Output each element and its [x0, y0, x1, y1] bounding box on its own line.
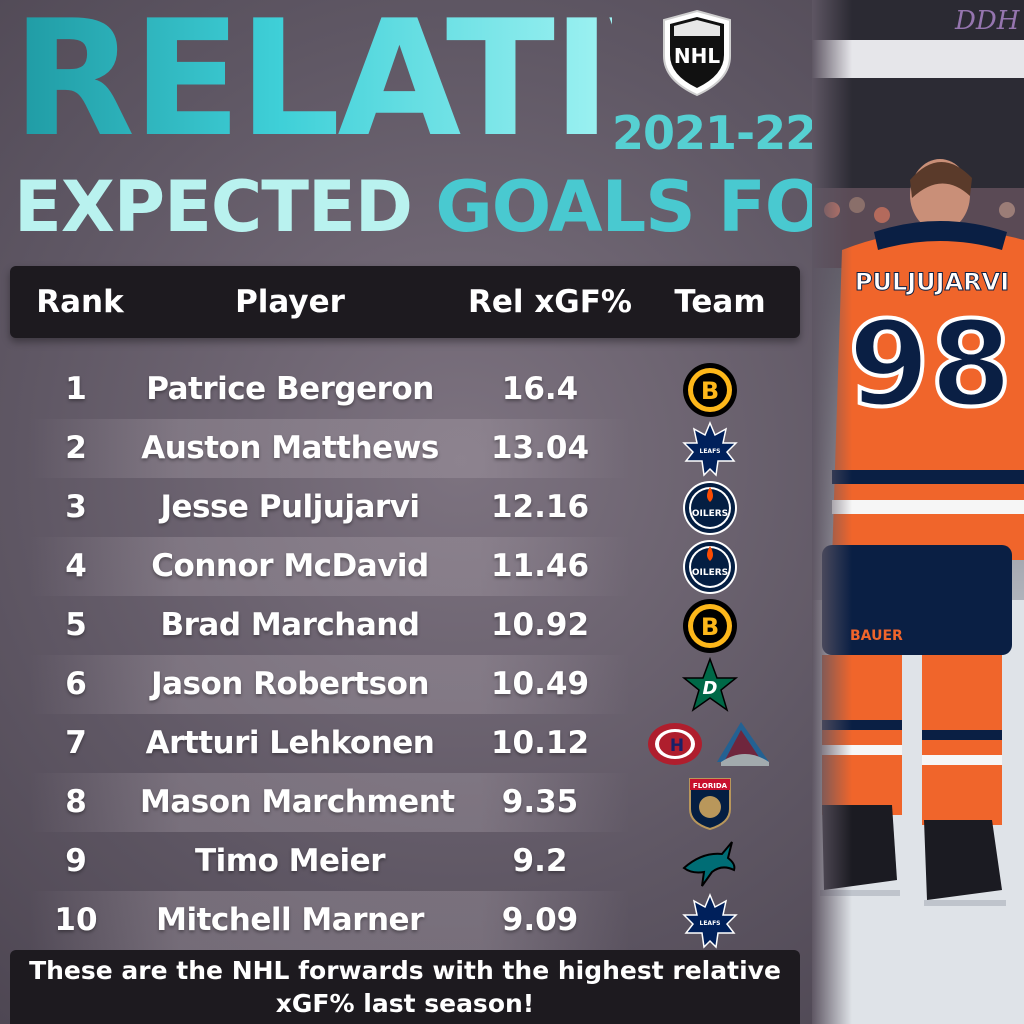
bruins-logo-icon: B — [683, 599, 737, 653]
title-subtitle: EXPECTED GOALS FOR % — [14, 162, 970, 252]
table-row: 2 Auston Matthews 13.04 — [30, 419, 630, 478]
bruins-logo-icon: B — [683, 363, 737, 417]
player-cell: Mitchell Marner — [156, 902, 424, 938]
footer-text: These are the NHL forwards with the high… — [29, 956, 781, 1018]
table-row: 7 Artturi Lehkonen 10.12 — [30, 714, 630, 773]
table-row: 9 Timo Meier 9.2 — [30, 832, 630, 891]
canadiens-logo-icon: H — [648, 723, 702, 765]
title-relative: RELATIVE — [12, 0, 839, 164]
rel-xgf-cell: 16.4 — [501, 371, 579, 407]
ranking-table-body: 1 Patrice Bergeron 16.4 B 2 Auston Matthews 13… — [0, 360, 810, 950]
oilers-logo-icon: OILERS — [683, 540, 737, 594]
footer-banner: These are the NHL forwards with the high… — [10, 950, 800, 1024]
rank-cell: 3 — [65, 489, 87, 525]
svg-text:H: H — [670, 736, 684, 756]
player-cell: Patrice Bergeron — [146, 371, 434, 407]
rel-xgf-cell: 12.16 — [490, 489, 590, 525]
svg-text:OILERS: OILERS — [692, 568, 728, 578]
jersey-number: 98 — [848, 295, 1012, 433]
team-cell: H — [640, 714, 780, 773]
svg-text:OILERS: OILERS — [692, 509, 728, 519]
rel-xgf-cell: 9.35 — [501, 784, 579, 820]
title-sub-expected: EXPECTED — [14, 166, 413, 248]
table-row: 3 Jesse Puljujarvi 12.16 — [30, 478, 630, 537]
nhl-shield-icon: NHL — [663, 9, 731, 97]
player-cell: Mason Marchment — [140, 784, 455, 820]
rel-xgf-cell: 10.49 — [490, 666, 590, 702]
rel-xgf-cell: 13.04 — [490, 430, 590, 466]
sharks-logo-icon — [682, 841, 736, 887]
photo-fade — [812, 0, 852, 1024]
jersey-name: PULJUJARVI — [855, 268, 1009, 296]
table-row: 5 Brad Marchand 10.92 — [30, 596, 630, 655]
rank-cell: 10 — [54, 902, 98, 938]
player-cell: Auston Matthews — [141, 430, 439, 466]
rank-cell: 9 — [65, 843, 87, 879]
team-cell: LEAFS — [640, 419, 780, 478]
team-cell: FLORIDA — [640, 773, 780, 832]
rel-xgf-cell: 9.2 — [512, 843, 568, 879]
svg-text:LEAFS: LEAFS — [700, 448, 721, 455]
rank-cell: 8 — [65, 784, 87, 820]
table-header: Rank Player Rel xGF% Team — [10, 266, 800, 338]
column-header-rank: Rank — [36, 284, 124, 320]
rel-xgf-cell: 10.12 — [490, 725, 590, 761]
team-cell: OILERS — [640, 537, 780, 596]
svg-text:B: B — [701, 613, 719, 641]
team-cell: OILERS — [640, 478, 780, 537]
maple-leafs-logo-icon: LEAFS — [682, 893, 738, 949]
player-cell: Jesse Puljujarvi — [160, 489, 420, 525]
stars-logo-icon: D — [682, 657, 738, 712]
rank-cell: 7 — [65, 725, 87, 761]
pants-brand: BAUER — [850, 628, 903, 644]
table-row: 8 Mason Marchment 9.35 — [30, 773, 630, 832]
rank-cell: 1 — [65, 371, 87, 407]
maple-leafs-logo-icon: LEAFS — [682, 421, 738, 477]
season-label: 2021-22 — [612, 106, 817, 160]
column-header-player: Player — [235, 284, 345, 320]
player-cell: Connor McDavid — [151, 548, 429, 584]
rel-xgf-cell: 10.92 — [490, 607, 590, 643]
svg-text:FLORIDA: FLORIDA — [693, 782, 728, 790]
table-row: 10 Mitchell Marner 9.09 — [30, 891, 630, 950]
svg-text:LEAFS: LEAFS — [700, 920, 721, 927]
svg-text:D: D — [703, 678, 718, 699]
table-row: 4 Connor McDavid 11.46 — [30, 537, 630, 596]
team-cell: B — [640, 596, 780, 655]
column-header-rel-xgf: Rel xGF% — [468, 284, 632, 320]
player-cell: Jason Robertson — [151, 666, 429, 702]
table-row: 6 Jason Robertson 10.49 — [30, 655, 630, 714]
svg-text:B: B — [701, 377, 719, 405]
nhl-logo-text: NHL — [674, 44, 720, 68]
table-row: 1 Patrice Bergeron 16.4 — [30, 360, 630, 419]
team-cell: LEAFS — [640, 891, 780, 950]
player-cell: Brad Marchand — [160, 607, 421, 643]
team-cell — [640, 832, 780, 891]
rank-cell: 4 — [65, 548, 87, 584]
player-cell: Artturi Lehkonen — [145, 725, 435, 761]
player-cell: Timo Meier — [195, 843, 385, 879]
rank-cell: 2 — [65, 430, 87, 466]
avalanche-logo-icon — [717, 722, 769, 766]
team-cell: D — [640, 655, 780, 714]
rel-xgf-cell: 9.09 — [501, 902, 579, 938]
oilers-logo-icon: OILERS — [683, 481, 737, 535]
watermark: DDH — [955, 6, 1020, 36]
rank-cell: 5 — [65, 607, 87, 643]
rank-cell: 6 — [65, 666, 87, 702]
team-cell: B — [640, 360, 780, 419]
rel-xgf-cell: 11.46 — [490, 548, 590, 584]
column-header-team: Team — [674, 284, 766, 320]
panthers-logo-icon: FLORIDA — [689, 778, 731, 831]
